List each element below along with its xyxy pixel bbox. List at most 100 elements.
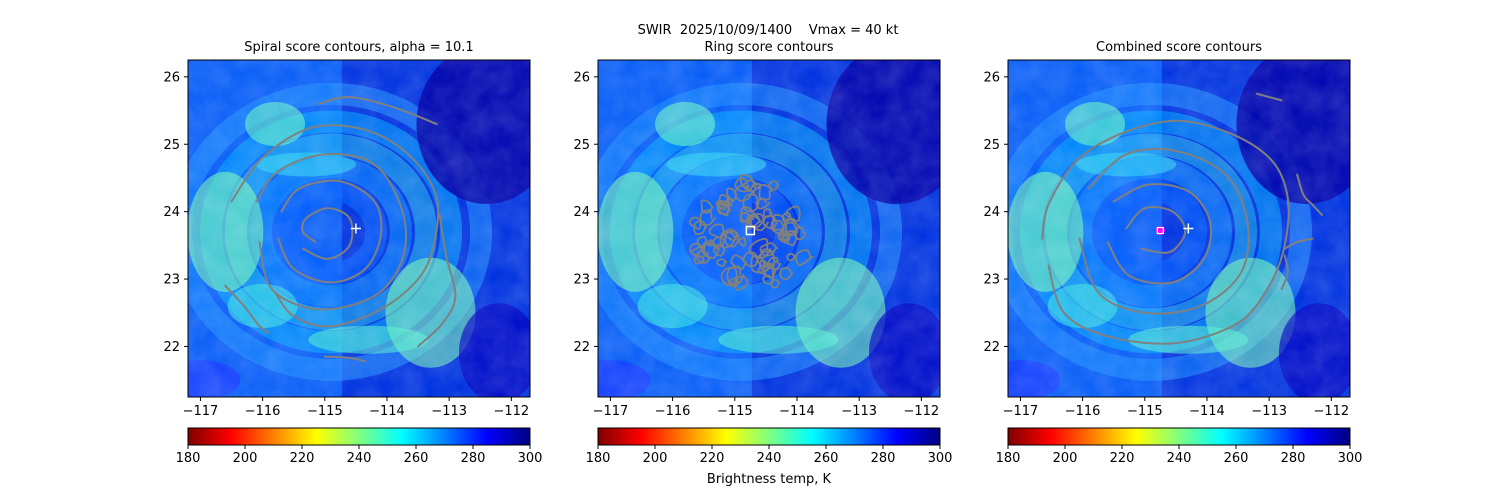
colorbar-tick-label: 200 bbox=[233, 451, 258, 466]
colorbar-tick-label: 260 bbox=[1224, 451, 1249, 466]
colorbar-tick-label: 220 bbox=[700, 451, 725, 466]
panel-2-title: Ring score contours bbox=[704, 40, 834, 55]
ring-contour-53 bbox=[742, 251, 759, 267]
y-tick-label: 24 bbox=[573, 205, 590, 220]
colorbar-tick-label: 180 bbox=[176, 451, 201, 466]
colorbar-tick-label: 180 bbox=[996, 451, 1021, 466]
colorbar-tick-label: 280 bbox=[461, 451, 486, 466]
panel-3: −117 −116 −115 −114 −113 −112 22 23 24 25 26 180 200… bbox=[983, 59, 1363, 466]
combined-center-marker bbox=[1155, 226, 1165, 236]
ring-contour-30 bbox=[794, 249, 814, 266]
colorbar-scale bbox=[597, 427, 941, 446]
ring-contour-66 bbox=[733, 275, 749, 291]
x-tick-label: −112 bbox=[903, 404, 939, 419]
contour-line-6 bbox=[1280, 254, 1289, 291]
x-tick-label: −113 bbox=[1251, 404, 1287, 419]
y-tick-label: 25 bbox=[983, 138, 1000, 153]
bt-image-panel-1 bbox=[188, 60, 530, 397]
ring-contour-32 bbox=[693, 254, 705, 265]
x-tick-label: −117 bbox=[183, 404, 219, 419]
x-tick-label: −113 bbox=[841, 404, 877, 419]
colorbar-scale bbox=[187, 427, 531, 446]
ring-contour-74 bbox=[794, 226, 807, 241]
center-marker bbox=[1183, 223, 1194, 234]
colorbar-panel-2: 180 200 220 240 260 280 300 bbox=[586, 427, 953, 466]
ring-contour-54 bbox=[734, 177, 750, 193]
panel-1: −117 −116 −115 −114 −113 −112 22 23 24 25 26 180 200… bbox=[163, 59, 542, 466]
colorbar-tick-label: 280 bbox=[871, 451, 896, 466]
ring-contour-37 bbox=[770, 278, 781, 289]
combined-center-box bbox=[1156, 226, 1164, 235]
ring-contour-73 bbox=[749, 213, 769, 232]
axes-frame-panel-3 bbox=[1007, 59, 1351, 398]
center-marker bbox=[350, 223, 361, 234]
contour-line-5 bbox=[417, 214, 457, 348]
contour-line-4 bbox=[1296, 173, 1323, 216]
ring-contour-29 bbox=[730, 254, 747, 270]
ring-contour-26 bbox=[699, 209, 716, 227]
colorbar-tick-label: 240 bbox=[347, 451, 372, 466]
ring-contour-28 bbox=[739, 212, 751, 224]
ring-contour-63 bbox=[759, 248, 776, 268]
ring-contour-59 bbox=[777, 229, 792, 241]
colorbar-label: Brightness temp, K bbox=[706, 472, 832, 487]
colorbar-tick-label: 180 bbox=[586, 451, 611, 466]
x-tick-label: −114 bbox=[1189, 404, 1225, 419]
y-tick-label: 24 bbox=[983, 205, 1000, 220]
ring-contour-64 bbox=[725, 197, 735, 207]
contour-line-3 bbox=[230, 124, 440, 328]
contour-line-1 bbox=[1106, 183, 1213, 285]
contours-panel-3 bbox=[1041, 92, 1323, 345]
ring-contour-56 bbox=[781, 221, 798, 237]
colorbar-tick-label: 300 bbox=[928, 451, 953, 466]
colorbar-tick-label: 260 bbox=[404, 451, 429, 466]
ring-contour-69 bbox=[738, 236, 747, 247]
y-tick-label: 23 bbox=[983, 273, 1000, 288]
x-tick-label: −115 bbox=[717, 404, 753, 419]
ring-contour-46 bbox=[716, 258, 728, 267]
ring-contour-72 bbox=[688, 216, 703, 231]
y-tick-label: 23 bbox=[573, 273, 590, 288]
ring-contour-1 bbox=[700, 199, 714, 214]
ring-contour-45 bbox=[739, 174, 756, 191]
x-tick-label: −116 bbox=[1065, 404, 1101, 419]
ring-contour-43 bbox=[712, 236, 727, 249]
axes-frame-panel-1 bbox=[187, 59, 531, 398]
x-tick-label: −112 bbox=[1313, 404, 1349, 419]
contour-line-2 bbox=[1078, 147, 1250, 315]
ring-contour-8 bbox=[719, 230, 737, 249]
panel-2: −117 −116 −115 −114 −113 −112 22 23 24 25 26 180 200… bbox=[573, 59, 953, 466]
x-tick-label: −116 bbox=[655, 404, 691, 419]
ring-contour-65 bbox=[717, 201, 728, 211]
contour-line-0 bbox=[1125, 206, 1187, 254]
x-tick-label: −114 bbox=[369, 404, 405, 419]
colorbar-panel-3: 180 200 220 240 260 280 300 bbox=[996, 427, 1363, 466]
ring-contour-40 bbox=[723, 228, 738, 242]
colorbar-tick-label: 260 bbox=[814, 451, 839, 466]
bt-texture bbox=[1008, 60, 1350, 397]
x-tick-label: −117 bbox=[1003, 404, 1039, 419]
ring-contour-50 bbox=[785, 205, 801, 222]
ring-contour-71 bbox=[759, 260, 771, 272]
contour-line-0 bbox=[301, 207, 354, 260]
x-tick-label: −115 bbox=[1127, 404, 1163, 419]
ring-contour-16 bbox=[713, 243, 726, 257]
x-tick-label: −117 bbox=[593, 404, 629, 419]
bt-image-panel-2 bbox=[598, 60, 940, 397]
colorbar-scale bbox=[1007, 427, 1351, 446]
contour-line-5 bbox=[1283, 237, 1314, 250]
ring-contour-4 bbox=[758, 183, 773, 201]
ring-contour-9 bbox=[748, 237, 771, 259]
contours-panel-2 bbox=[688, 174, 814, 291]
ring-contour-70 bbox=[764, 267, 775, 279]
contour-line-1 bbox=[277, 179, 383, 284]
colorbar-tick-label: 280 bbox=[1281, 451, 1306, 466]
y-tick-label: 26 bbox=[573, 70, 590, 85]
colorbar-panel-1: 180 200 220 240 260 280 300 bbox=[176, 427, 542, 466]
y-tick-label: 22 bbox=[983, 340, 1000, 355]
x-tick-label: −116 bbox=[245, 404, 281, 419]
ring-contour-25 bbox=[755, 197, 771, 210]
colorbar-tick-label: 200 bbox=[1053, 451, 1078, 466]
colorbar-tick-label: 300 bbox=[1338, 451, 1363, 466]
